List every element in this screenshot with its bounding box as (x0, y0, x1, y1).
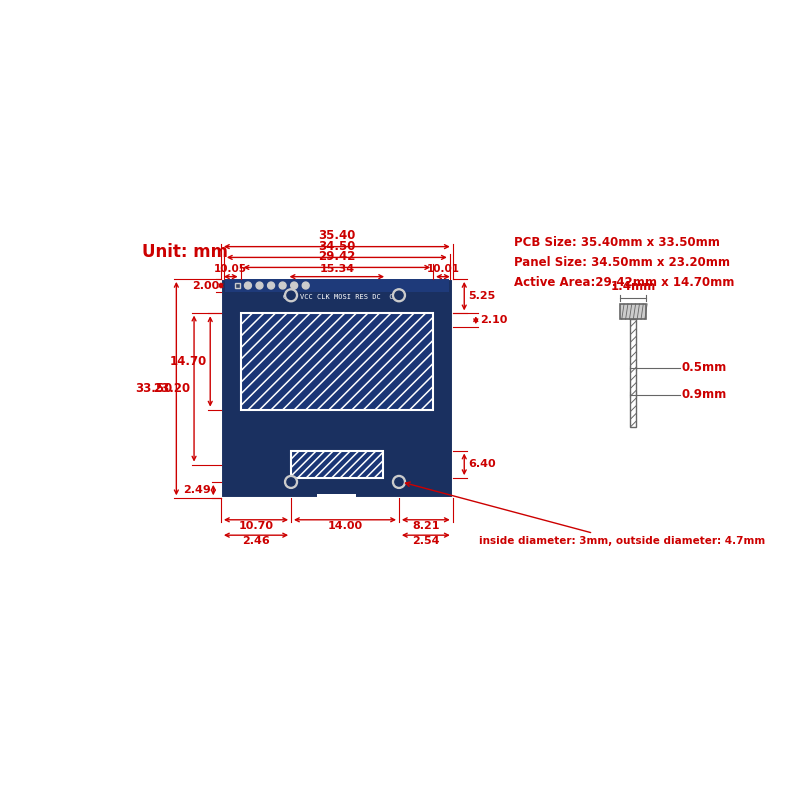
Circle shape (279, 282, 286, 289)
Text: 34.50: 34.50 (318, 240, 355, 253)
Circle shape (395, 291, 403, 299)
Bar (235, 283, 240, 288)
Bar (241, 314, 433, 410)
Text: Unit: mm: Unit: mm (142, 242, 228, 261)
Text: 10.05: 10.05 (214, 264, 247, 274)
Bar (630, 319, 636, 427)
Text: 2.10: 2.10 (480, 315, 507, 326)
Text: 10.70: 10.70 (238, 521, 274, 530)
Circle shape (287, 291, 295, 299)
Text: Active Area:29.42mm x 14.70mm: Active Area:29.42mm x 14.70mm (514, 276, 734, 289)
Text: 29.42: 29.42 (318, 250, 355, 263)
Text: PCB Size: 35.40mm x 33.50mm: PCB Size: 35.40mm x 33.50mm (514, 236, 720, 249)
Circle shape (395, 478, 403, 486)
Circle shape (393, 289, 406, 302)
Circle shape (393, 475, 406, 488)
Circle shape (256, 282, 263, 289)
Text: 2.54: 2.54 (412, 536, 439, 546)
Circle shape (245, 282, 251, 289)
Circle shape (285, 475, 298, 488)
Bar (221, 279, 453, 498)
Text: 5.25: 5.25 (468, 291, 495, 301)
Bar (291, 450, 382, 478)
Text: 35.40: 35.40 (318, 229, 355, 242)
Text: 2.49: 2.49 (183, 485, 211, 495)
Text: 23.20: 23.20 (153, 382, 190, 395)
Text: 8.21: 8.21 (412, 521, 439, 530)
Text: inside diameter: 3mm, outside diameter: 4.7mm: inside diameter: 3mm, outside diameter: … (406, 482, 766, 546)
Circle shape (287, 478, 295, 486)
Text: 14.70: 14.70 (170, 355, 207, 368)
Circle shape (302, 282, 309, 289)
Text: 10.01: 10.01 (426, 264, 459, 274)
Text: 2.46: 2.46 (242, 536, 270, 546)
Text: GND VCC CLK MOSI RES DC  CS: GND VCC CLK MOSI RES DC CS (283, 294, 398, 301)
Circle shape (285, 289, 298, 302)
Circle shape (267, 282, 274, 289)
Circle shape (290, 282, 298, 289)
Text: 33.50: 33.50 (135, 382, 173, 395)
Text: 0.5mm: 0.5mm (682, 362, 727, 374)
Bar (318, 494, 357, 500)
Text: 2.00: 2.00 (192, 281, 219, 290)
Text: Panel Size: 34.50mm x 23.20mm: Panel Size: 34.50mm x 23.20mm (514, 256, 730, 269)
Text: 0.9mm: 0.9mm (682, 388, 727, 402)
Bar (225, 279, 449, 292)
Text: 14.00: 14.00 (327, 521, 362, 530)
Bar (620, 304, 646, 319)
Text: 1.4mm: 1.4mm (610, 280, 656, 293)
Text: 15.34: 15.34 (319, 264, 354, 274)
Text: 6.40: 6.40 (468, 459, 496, 470)
